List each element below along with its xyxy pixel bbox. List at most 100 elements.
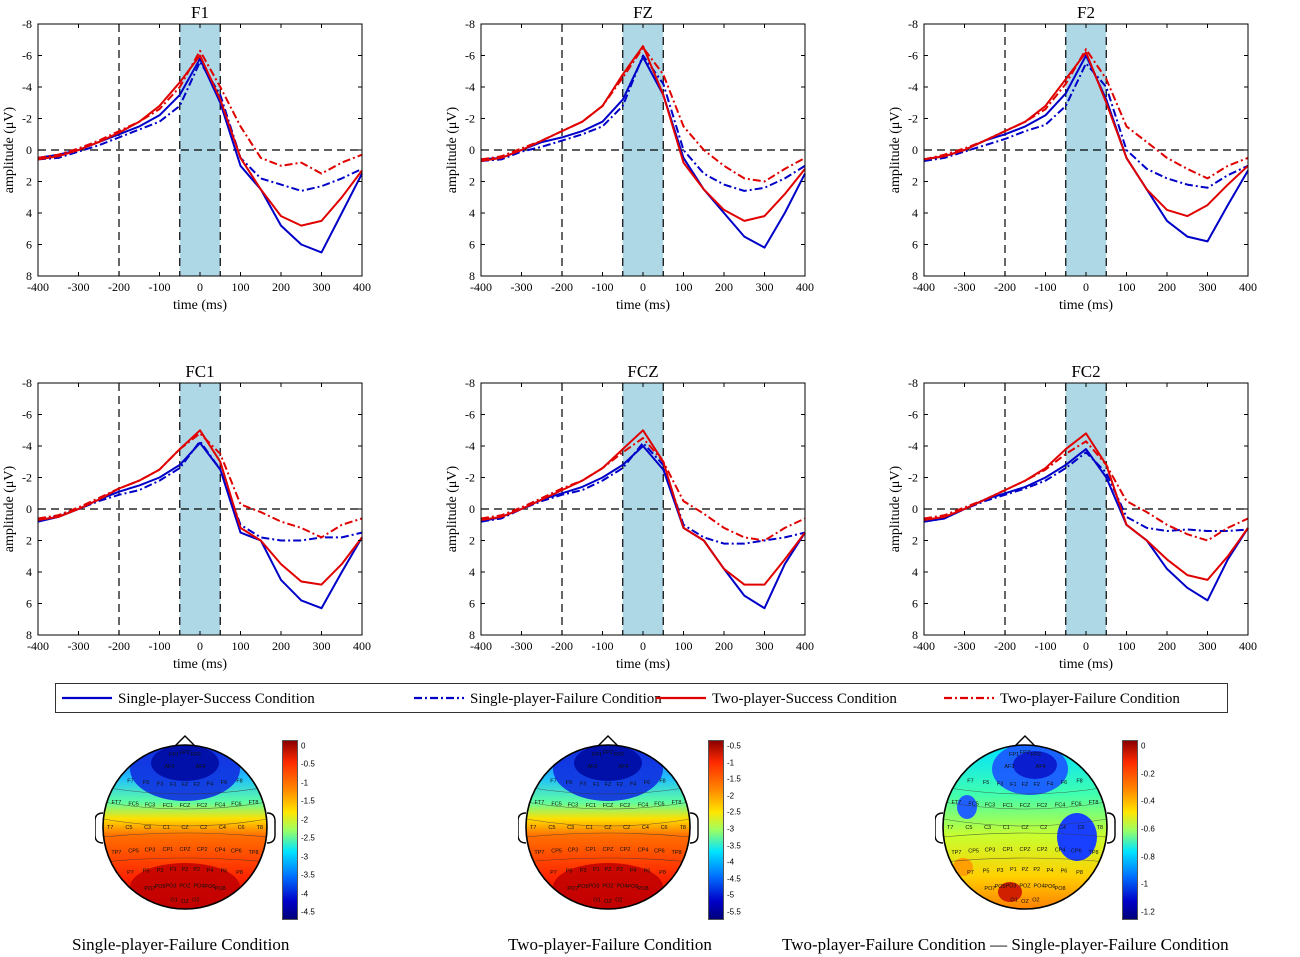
electrode-label: T8 [680, 825, 686, 831]
topomap-two-failure: FP1 FPZ FP2 AF3 AF4 F7 F5 F3 F1 FZ F2 F4 F6 F8 FT7 FC5 F… [518, 735, 778, 925]
electrode-label: AF4 [196, 764, 206, 770]
electrode-label: PO6 [204, 884, 215, 890]
electrode-label: F2 [193, 782, 199, 788]
erp-panel: -400 -300 -200 -100 0 100 200 300 400 -8 -6 -4 -2 0 2 4… [888, 3, 1257, 313]
electrode-label: FPZ [603, 750, 614, 756]
colorbar-tick: -4.5 [727, 874, 741, 884]
electrode-label: FC1 [1003, 803, 1013, 809]
electrode-label: AF3 [1004, 764, 1014, 770]
electrode-label: FC6 [1071, 802, 1081, 808]
electrode-label: CP5 [968, 848, 979, 854]
panel-title: FC2 [1071, 362, 1100, 381]
series-line [923, 440, 1249, 542]
electrode-label: PO6 [1044, 884, 1055, 890]
electrode-label: AF3 [164, 764, 174, 770]
y-tick-label: -6 [908, 49, 918, 63]
x-tick-label: -400 [470, 280, 492, 294]
electrode-label: CP3 [568, 848, 579, 854]
x-tick-label: 400 [796, 639, 814, 653]
colorbar-tick: 0 [301, 741, 306, 751]
topomap-single-failure: FP1 FPZ FP2 AF3 AF4 F7 F5 F3 F1 FZ F2 F4 F6 F8 FT7 FC5 F… [95, 735, 355, 925]
electrode-label: C4 [1059, 825, 1066, 831]
electrode-label: FC1 [586, 803, 596, 809]
series-line [37, 49, 363, 175]
panel-title: FC1 [185, 362, 214, 381]
y-axis-label: amplitude (μV) [888, 106, 903, 193]
y-tick-label: 0 [26, 143, 32, 157]
electrode-label: PZ [1021, 867, 1029, 873]
panel-title: F2 [1077, 3, 1095, 22]
legend-label: Single-player-Success Condition [118, 691, 315, 707]
colorbar-tick: -4 [727, 857, 735, 867]
electrode-label: F4 [207, 781, 213, 787]
series-line [480, 437, 806, 542]
colorbar-tick: -1.5 [727, 774, 741, 784]
x-tick-label: -400 [913, 280, 935, 294]
contour-line [526, 818, 690, 827]
electrode-label: TP8 [672, 850, 682, 856]
electrode-label: AF4 [619, 764, 629, 770]
electrode-label: C2 [1040, 825, 1047, 831]
x-tick-label: -100 [1035, 639, 1057, 653]
electrode-label: FP1 [169, 752, 179, 758]
electrode-label: F4 [630, 781, 636, 787]
x-tick-label: -100 [592, 639, 614, 653]
colorbar-tick: -0.6 [1141, 824, 1155, 834]
electrode-label: CP2 [620, 847, 631, 853]
right-ear [1106, 812, 1116, 844]
head-outline [102, 744, 268, 910]
electrode-label: FT7 [112, 800, 122, 806]
electrode-label: P7 [127, 870, 134, 876]
electrode-label: P8 [659, 870, 666, 876]
electrode-label: FZ [605, 782, 612, 788]
electrode-label: P5 [143, 869, 150, 875]
electrode-label: CPZ [603, 847, 615, 853]
electrode-label: T8 [1097, 825, 1103, 831]
electrode-label: F6 [221, 780, 227, 786]
y-tick-label: -4 [465, 439, 475, 453]
x-tick-label: -400 [27, 639, 49, 653]
colorbar-tick: -0.4 [1141, 796, 1155, 806]
electrode-label: F3 [157, 781, 163, 787]
x-tick-label: -100 [149, 280, 171, 294]
series-line [37, 429, 363, 586]
x-tick-label: -300 [68, 280, 90, 294]
x-tick-label: -200 [108, 280, 130, 294]
electrode-label: CPZ [1020, 847, 1032, 853]
contour-line [526, 857, 690, 863]
x-tick-label: -100 [149, 639, 171, 653]
y-tick-label: 2 [26, 175, 32, 189]
x-tick-label: -300 [954, 639, 976, 653]
erp-panel: -400 -300 -200 -100 0 100 200 300 400 -8 -6 -4 -2 0 2 4… [2, 362, 371, 672]
electrode-label: C3 [984, 825, 991, 831]
y-tick-label: -8 [908, 17, 918, 31]
x-tick-label: 300 [756, 280, 774, 294]
negative-blob [1057, 813, 1097, 861]
electrode-label: FC4 [638, 802, 648, 808]
erp-panel: -400 -300 -200 -100 0 100 200 300 400 -8 -6 -4 -2 0 2 4… [2, 3, 371, 313]
y-tick-label: -4 [908, 80, 918, 94]
x-tick-label: 0 [197, 280, 203, 294]
electrode-label: FC6 [654, 802, 664, 808]
y-tick-label: -4 [908, 439, 918, 453]
x-tick-label: 100 [232, 639, 250, 653]
colorbar [282, 740, 298, 920]
electrode-label: PO4 [194, 883, 205, 889]
series-line [923, 451, 1249, 532]
legend-label: Single-player-Failure Condition [470, 691, 662, 707]
y-tick-label: -6 [22, 49, 32, 63]
electrode-label: PO7 [984, 886, 995, 892]
electrode-label: AF4 [1036, 764, 1046, 770]
electrode-label: FC3 [568, 802, 578, 808]
x-tick-label: -400 [27, 280, 49, 294]
x-tick-label: 300 [313, 280, 331, 294]
negative-blob [574, 745, 642, 781]
electrode-label: PO5 [578, 884, 589, 890]
x-tick-label: 200 [272, 280, 290, 294]
electrode-label: FP1 [1009, 752, 1019, 758]
electrode-label: T7 [947, 825, 953, 831]
electrode-label: P5 [983, 869, 990, 875]
electrode-label: C4 [642, 825, 649, 831]
electrode-label: P1 [593, 867, 600, 873]
